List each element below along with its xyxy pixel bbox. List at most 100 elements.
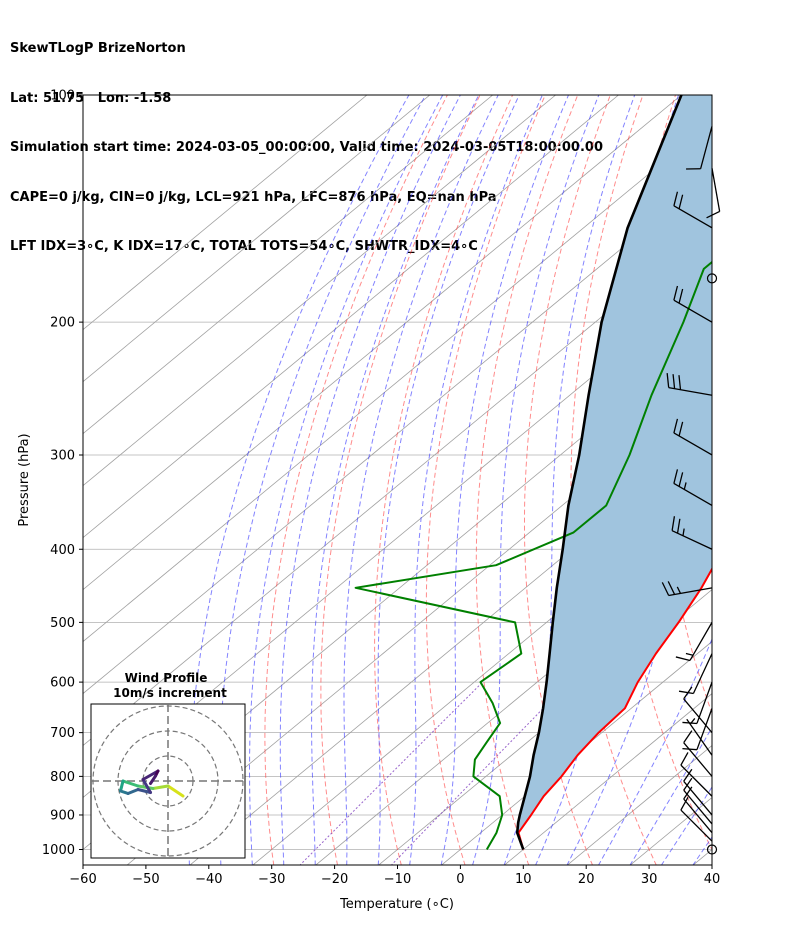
dry-adiabat [374, 95, 514, 865]
y-tick-label: 300 [50, 448, 75, 463]
moist-adiabat [535, 95, 679, 865]
y-tick-label: 500 [50, 616, 75, 631]
isotherm-line [83, 95, 493, 435]
parcel-line [515, 95, 683, 850]
wind-barb-feather [683, 768, 693, 782]
moist-adiabat [218, 95, 427, 865]
wind-barb-staff [673, 432, 713, 456]
wind-barb-feather [673, 285, 679, 301]
wind-barb-feather [673, 191, 679, 207]
mixing-ratio-line [299, 681, 483, 865]
wind-barb-feather [678, 421, 684, 437]
x-tick-label: 40 [704, 872, 721, 887]
temperature-line [517, 567, 712, 850]
wind-barb-staff [689, 622, 713, 661]
wind-barb-staff [711, 168, 721, 212]
wind-barb-feather [661, 582, 670, 596]
isotherm-line [252, 485, 712, 865]
dry-adiabat [701, 232, 712, 516]
dry-adiabat [320, 95, 481, 865]
wind-barb-half-feather [676, 586, 682, 594]
wind-barb-staff [683, 789, 713, 825]
isotherm-line [83, 95, 682, 591]
isotherm-line [83, 95, 619, 539]
moist-adiabat [249, 95, 444, 865]
hodograph-segment [136, 784, 155, 790]
isotherm-line [315, 537, 712, 865]
wind-barb-feather [683, 730, 693, 744]
chart-title: SkewTLogP BrizeNorton [10, 41, 186, 56]
wind-barb-half-feather [685, 652, 694, 656]
moist-adiabat [188, 95, 410, 865]
wind-barb-staff [699, 126, 713, 169]
stability-indices: LFT IDX=3∘C, K IDX=17∘C, TOTAL TOTS=54∘C… [10, 239, 478, 254]
hodograph-segment [119, 779, 125, 793]
wind-barb-feather [667, 581, 676, 595]
wind-barb-half-feather [683, 482, 687, 490]
isotherm-line [83, 121, 712, 643]
hodograph-segment [136, 788, 152, 794]
wind-barb-feather [680, 752, 689, 766]
hodograph-segment [141, 778, 152, 794]
y-tick-label: 700 [50, 726, 75, 741]
wind-barb-feather [675, 656, 691, 662]
wind-barb-staff [673, 205, 713, 229]
parcel-fill-area [517, 95, 712, 850]
wind-barb-staff [680, 809, 713, 842]
wind-barb-feather [682, 721, 697, 725]
calm-wind-circle [706, 844, 718, 855]
x-tick-label: 30 [641, 872, 658, 887]
wind-barb-staff [696, 708, 713, 750]
x-tick-label: −20 [321, 872, 348, 887]
wind-barb-staff [683, 698, 713, 734]
dry-adiabat [524, 95, 611, 865]
wind-barb-feather [678, 690, 694, 695]
wind-barb-feather [676, 518, 681, 534]
wind-barb-feather [673, 469, 679, 484]
wind-barb-staff [668, 386, 713, 396]
y-tick-label: 200 [50, 316, 75, 331]
wind-barb-staff [671, 530, 713, 550]
wind-barb-staff [683, 798, 713, 834]
x-tick-label: 0 [456, 872, 464, 887]
y-tick-label: 1000 [42, 843, 75, 858]
wind-barb-feather [673, 418, 679, 434]
moist-adiabat [279, 95, 461, 865]
wind-barb-staff [668, 587, 713, 597]
mixing-ratio-line [390, 681, 570, 865]
sounding-lines [354, 95, 712, 851]
x-tick-label: −40 [195, 872, 222, 887]
wind-profile-inset: Wind Profile 10m/s increment [90, 671, 246, 859]
station-location: Lat: 51.75 Lon: -1.58 [10, 90, 172, 106]
inset-subtitle: 10m/s increment [113, 686, 227, 700]
isotherm-line [441, 641, 712, 865]
wind-barb-staff [683, 742, 713, 777]
hodograph-segment [149, 774, 157, 785]
moist-adiabat [409, 95, 543, 865]
wind-barb-feather [706, 210, 720, 219]
wind-barb-half-feather [682, 528, 685, 536]
y-tick-label: 400 [50, 543, 75, 558]
stability-parameters: CAPE=0 j/kg, CIN=0 j/kg, LCL=921 hPa, LF… [10, 189, 497, 205]
y-axis-label: Pressure (hPa) [17, 433, 32, 526]
x-tick-label: 10 [515, 872, 532, 887]
dry-adiabat [264, 95, 448, 865]
wind-barb-staff [683, 780, 713, 816]
x-tick-label: −10 [384, 872, 411, 887]
inset-content [91, 704, 245, 858]
hodograph-segment [141, 769, 160, 781]
x-axis-label: Temperature (∘C) [339, 897, 454, 912]
moist-adiabat [377, 95, 520, 865]
wind-barb-feather [678, 472, 684, 487]
isotherm-line [378, 589, 712, 865]
moist-adiabat [343, 95, 499, 865]
wind-barb-feather [680, 797, 689, 811]
y-tick-label: 100 [50, 89, 75, 104]
wind-barb-staff [673, 482, 713, 507]
wind-barb-feather [682, 748, 697, 751]
simulation-times: Simulation start time: 2024-03-05_00:00:… [10, 140, 603, 155]
wind-barb-staff [673, 299, 713, 323]
dry-adiabat [425, 95, 546, 865]
x-tick-label: −30 [258, 872, 285, 887]
